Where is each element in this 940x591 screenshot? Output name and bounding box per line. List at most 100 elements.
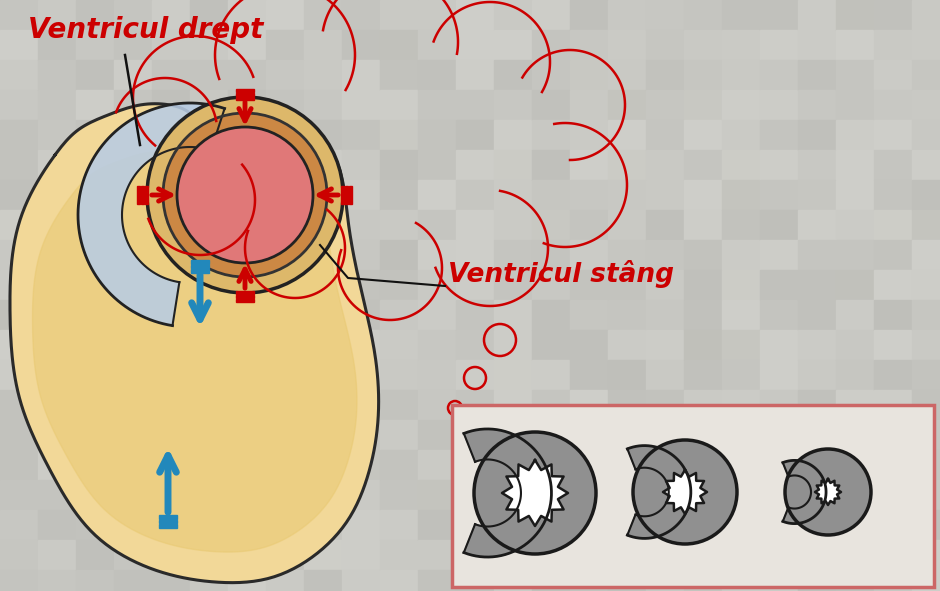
Bar <box>532 240 570 270</box>
Bar <box>874 570 912 591</box>
Bar <box>342 390 380 420</box>
Bar <box>342 450 380 480</box>
Bar <box>456 390 494 420</box>
Bar <box>76 60 114 90</box>
Bar <box>456 0 494 30</box>
Bar <box>304 180 342 210</box>
Bar <box>760 210 798 240</box>
Bar <box>570 420 608 450</box>
Bar <box>76 270 114 300</box>
Bar <box>608 240 646 270</box>
Bar <box>380 210 418 240</box>
Bar <box>798 330 836 360</box>
Bar <box>38 360 76 390</box>
Bar <box>418 210 456 240</box>
Bar <box>608 0 646 30</box>
Bar <box>798 390 836 420</box>
Bar <box>456 90 494 120</box>
Bar <box>456 510 494 540</box>
Bar <box>608 540 646 570</box>
Bar <box>798 30 836 60</box>
Bar <box>304 570 342 591</box>
Bar <box>342 150 380 180</box>
Bar <box>836 540 874 570</box>
Bar <box>608 120 646 150</box>
Bar <box>38 450 76 480</box>
Bar <box>380 300 418 330</box>
Bar <box>494 360 532 390</box>
Bar <box>494 390 532 420</box>
Bar <box>38 240 76 270</box>
Bar <box>646 390 684 420</box>
Circle shape <box>177 127 313 263</box>
Bar <box>0 90 38 120</box>
Bar <box>874 180 912 210</box>
Bar <box>380 420 418 450</box>
Bar <box>532 120 570 150</box>
Bar <box>418 270 456 300</box>
Bar <box>874 120 912 150</box>
Bar <box>722 60 760 90</box>
Bar <box>608 300 646 330</box>
Bar <box>452 405 934 587</box>
Bar <box>0 120 38 150</box>
Bar <box>266 480 304 510</box>
Bar <box>342 300 380 330</box>
Bar <box>912 330 940 360</box>
Bar <box>380 0 418 30</box>
Bar <box>608 360 646 390</box>
Bar <box>38 60 76 90</box>
Bar <box>608 180 646 210</box>
Bar <box>190 540 228 570</box>
Bar <box>114 30 152 60</box>
Bar <box>380 270 418 300</box>
Bar <box>152 570 190 591</box>
Bar <box>342 60 380 90</box>
Bar <box>191 260 209 264</box>
Bar <box>532 270 570 300</box>
Polygon shape <box>502 460 568 526</box>
Bar <box>418 540 456 570</box>
Bar <box>760 390 798 420</box>
Bar <box>570 360 608 390</box>
Bar <box>152 330 190 360</box>
Bar <box>236 89 254 92</box>
Bar <box>874 360 912 390</box>
Bar <box>608 30 646 60</box>
Bar <box>152 0 190 30</box>
Bar <box>494 240 532 270</box>
Bar <box>874 0 912 30</box>
Bar <box>266 270 304 300</box>
Bar <box>152 420 190 450</box>
Bar <box>456 120 494 150</box>
Bar <box>38 480 76 510</box>
Bar <box>836 270 874 300</box>
Bar <box>380 90 418 120</box>
Bar <box>114 390 152 420</box>
Bar <box>228 180 266 210</box>
Bar <box>304 210 342 240</box>
Bar <box>0 570 38 591</box>
Bar <box>159 515 177 518</box>
Bar <box>152 150 190 180</box>
Bar <box>380 60 418 90</box>
Bar <box>836 390 874 420</box>
Bar <box>646 330 684 360</box>
Bar <box>266 420 304 450</box>
Bar <box>114 360 152 390</box>
Bar <box>38 180 76 210</box>
Bar <box>76 240 114 270</box>
Bar <box>874 210 912 240</box>
Bar <box>0 30 38 60</box>
Bar <box>418 90 456 120</box>
Bar <box>456 270 494 300</box>
Bar <box>722 450 760 480</box>
Bar <box>760 330 798 360</box>
Bar <box>418 120 456 150</box>
Bar <box>76 180 114 210</box>
Text: Ventricul stâng: Ventricul stâng <box>448 260 674 288</box>
Bar <box>912 450 940 480</box>
Bar <box>874 90 912 120</box>
Bar <box>456 570 494 591</box>
Bar <box>38 300 76 330</box>
